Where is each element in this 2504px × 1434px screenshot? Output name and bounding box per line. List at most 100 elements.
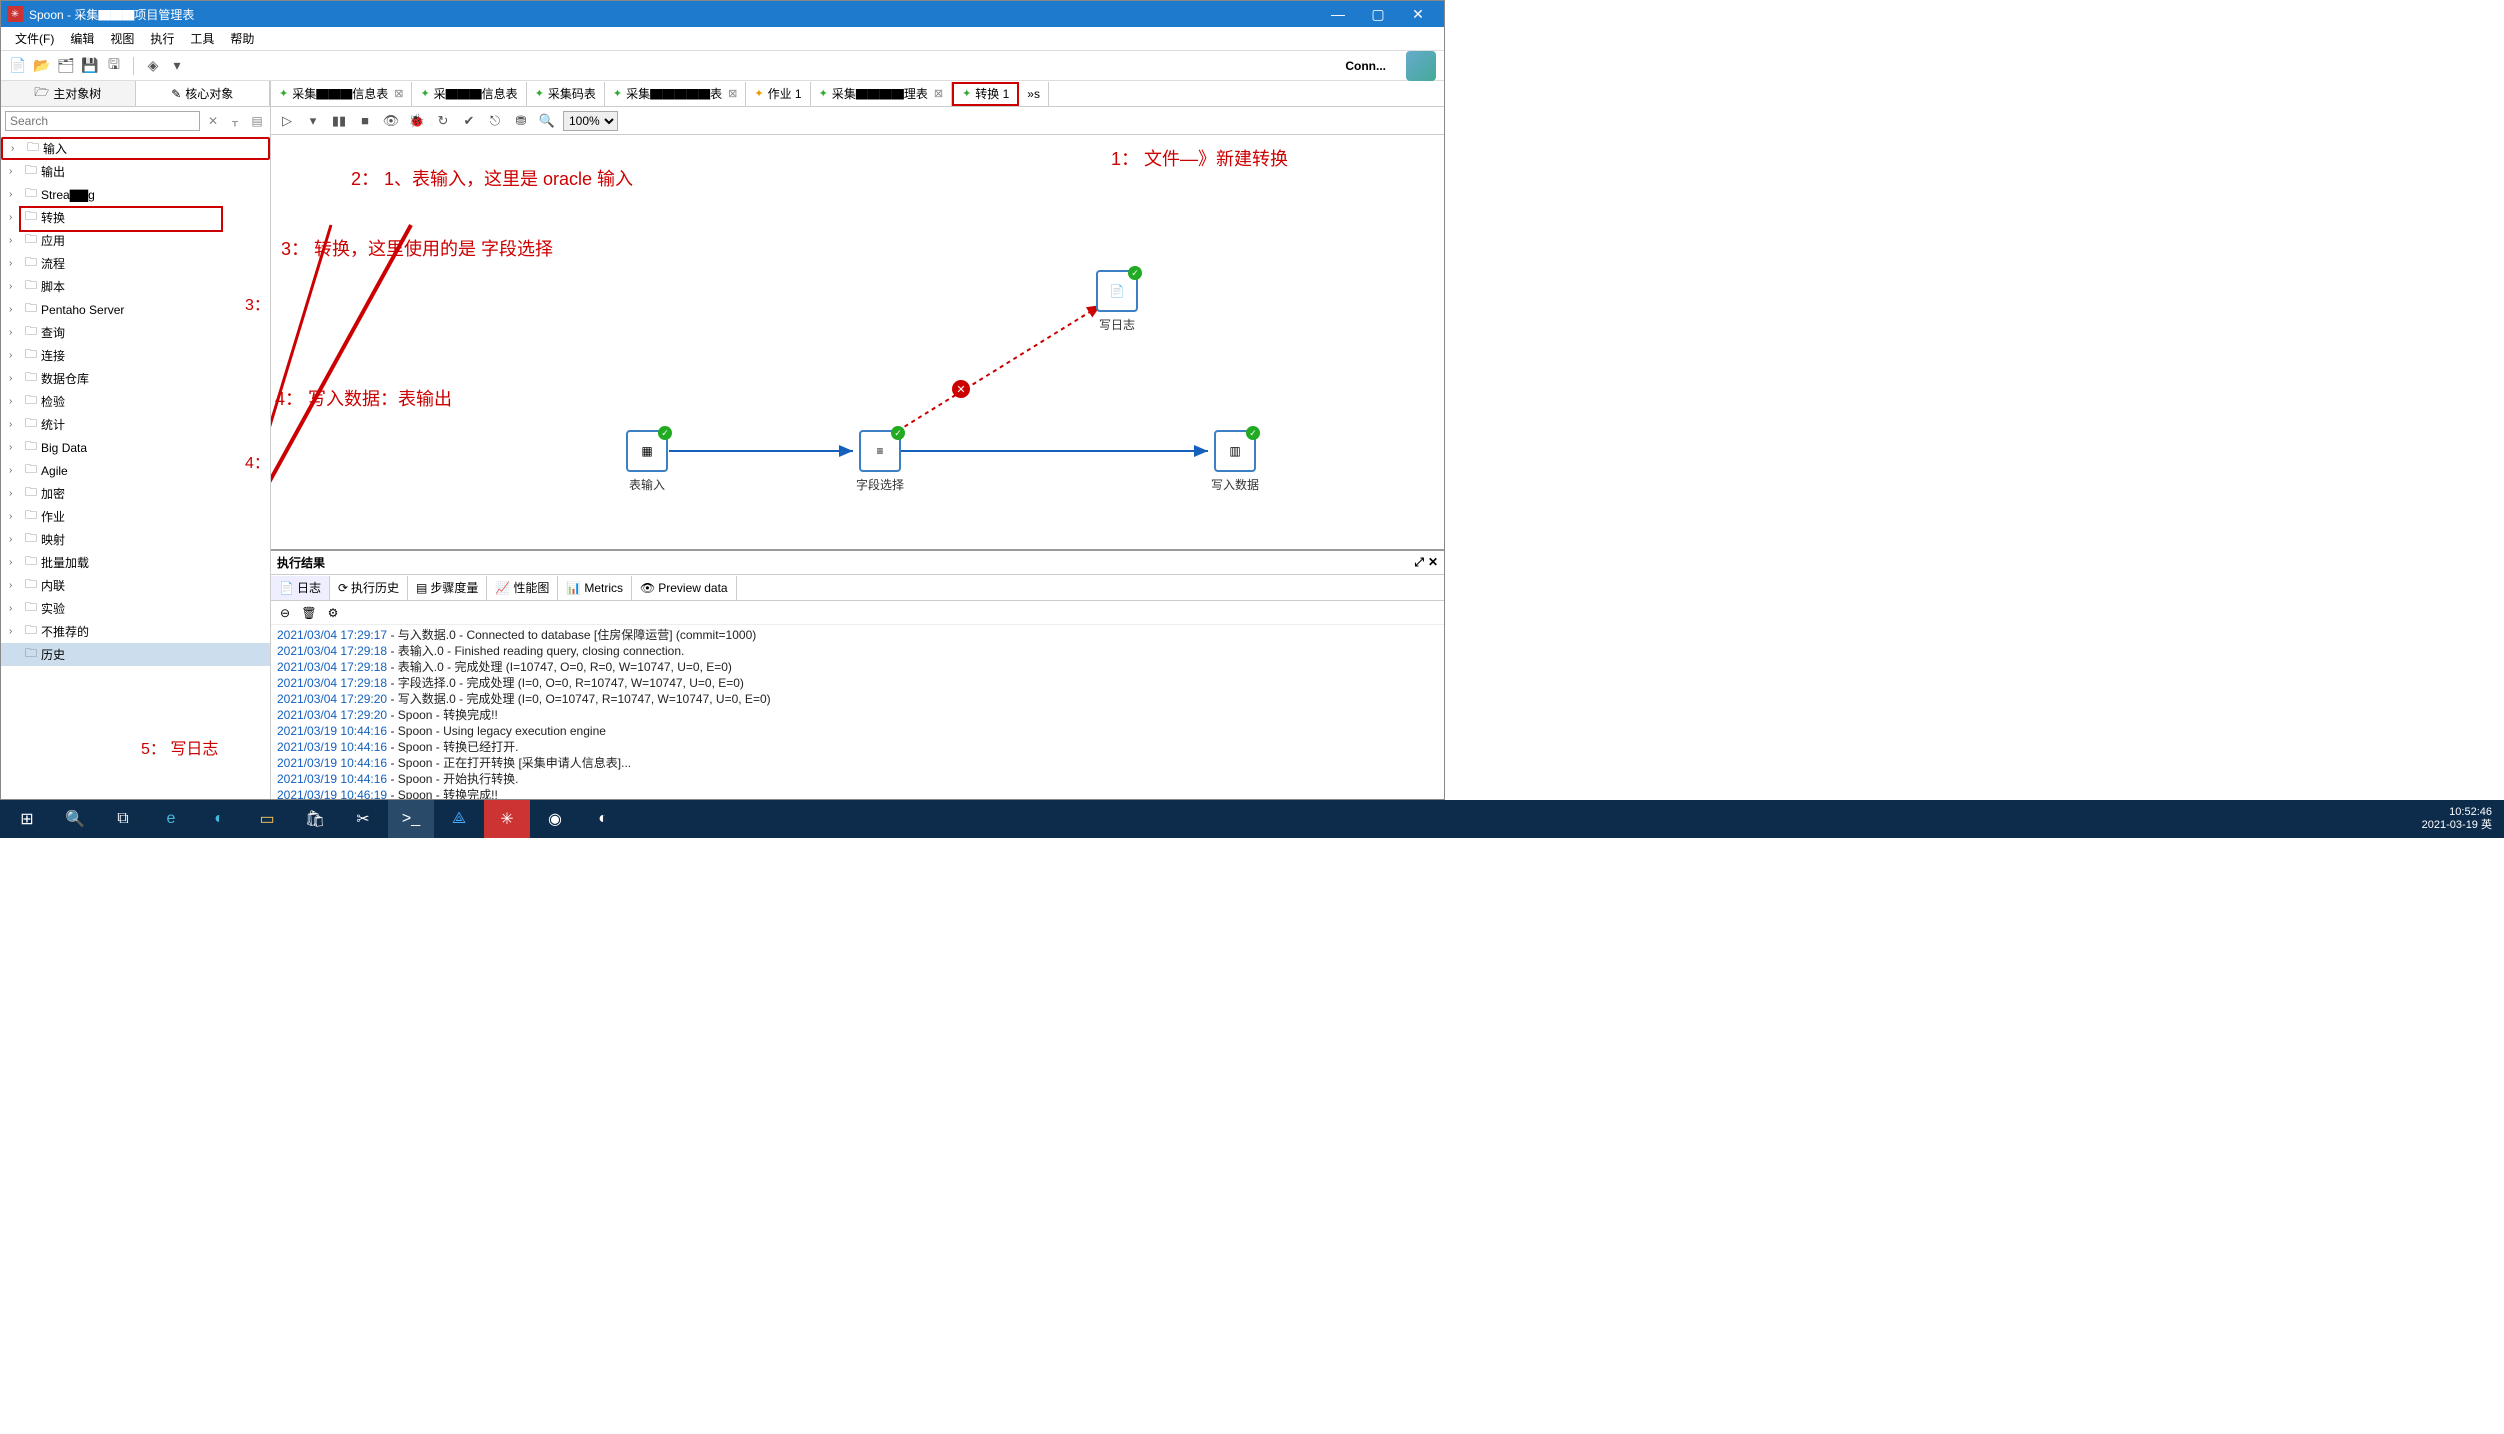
delete-log-icon[interactable]: 🗑 xyxy=(301,605,317,621)
menu-help[interactable]: 帮助 xyxy=(222,28,262,49)
menu-view[interactable]: 视图 xyxy=(102,28,142,49)
results-tab[interactable]: ▤步骤度量 xyxy=(408,576,487,600)
editor-tab[interactable]: ✦采集▇▇▇▇理表⊠ xyxy=(811,82,952,106)
chevron-icon[interactable]: › xyxy=(9,488,21,499)
chevron-icon[interactable]: › xyxy=(9,212,21,223)
chevron-icon[interactable]: › xyxy=(9,511,21,522)
editor-tab[interactable]: ✦作业 1 xyxy=(746,82,810,106)
close-tab-icon[interactable]: ⊠ xyxy=(728,87,737,100)
impact-icon[interactable]: ⎋ xyxy=(485,111,505,131)
terminal-icon[interactable]: >_ xyxy=(388,800,434,838)
step-table-input[interactable]: ▦✓ 表输入 xyxy=(626,430,668,493)
results-tab[interactable]: ⟳执行历史 xyxy=(330,576,408,600)
tab-main-tree[interactable]: 🗁主对象树 xyxy=(1,81,136,106)
menu-run[interactable]: 执行 xyxy=(142,28,182,49)
chevron-icon[interactable]: › xyxy=(11,143,23,154)
snip-icon[interactable]: ✂ xyxy=(340,800,386,838)
run-dropdown-icon[interactable]: ▾ xyxy=(303,111,323,131)
tree-item[interactable]: ›🗀内联 xyxy=(1,574,270,597)
debug-icon[interactable]: 🐞 xyxy=(407,111,427,131)
new-icon[interactable]: 📄 xyxy=(9,57,27,75)
run-icon[interactable]: ▷ xyxy=(277,111,297,131)
tree-item[interactable]: ›🗀实验 xyxy=(1,597,270,620)
chevron-icon[interactable]: › xyxy=(9,465,21,476)
tree-item[interactable]: ›🗀Agile xyxy=(1,459,270,482)
vscode-icon[interactable]: ⟁ xyxy=(436,800,482,838)
chrome-icon[interactable]: ◉ xyxy=(532,800,578,838)
menu-edit[interactable]: 编辑 xyxy=(62,28,102,49)
taskview-button[interactable]: ⧉ xyxy=(100,800,146,838)
tree-item[interactable]: ›🗀不推荐的 xyxy=(1,620,270,643)
system-tray[interactable]: 10:52:46 2021-03-19 英 xyxy=(2422,806,2500,832)
chevron-icon[interactable]: › xyxy=(9,281,21,292)
maximize-button[interactable]: ▢ xyxy=(1358,1,1398,27)
step-select-values[interactable]: ≡✓ 字段选择 xyxy=(856,430,904,493)
dropdown-icon[interactable]: ▾ xyxy=(168,57,186,75)
sql-icon[interactable]: ⛃ xyxy=(511,111,531,131)
tree-item[interactable]: ›🗀批量加载 xyxy=(1,551,270,574)
tree-item[interactable]: ›🗀脚本 xyxy=(1,275,270,298)
step-table-output[interactable]: ▥✓ 写入数据 xyxy=(1211,430,1259,493)
close-results-icon[interactable]: ✕ xyxy=(1428,555,1438,570)
explore-icon[interactable]: 🗂 xyxy=(57,57,75,75)
step-write-log[interactable]: 📄✓ 写日志 xyxy=(1096,270,1138,333)
expand-icon[interactable]: ᚁ xyxy=(226,112,244,130)
tree-item[interactable]: ›🗀作业 xyxy=(1,505,270,528)
minimize-button[interactable]: — xyxy=(1318,1,1358,27)
editor-tab[interactable]: ✦采集▇▇▇▇▇表⊠ xyxy=(605,82,746,106)
explore-db-icon[interactable]: 🔍 xyxy=(537,111,557,131)
store-icon[interactable]: 🛍 xyxy=(292,800,338,838)
replay-icon[interactable]: ↻ xyxy=(433,111,453,131)
tree-item[interactable]: ›🗀统计 xyxy=(1,413,270,436)
ie-icon[interactable]: e xyxy=(148,800,194,838)
editor-tab[interactable]: ✦采集▇▇▇信息表⊠ xyxy=(271,82,412,106)
results-tab[interactable]: 📈性能图 xyxy=(487,576,558,600)
results-tab[interactable]: 📄日志 xyxy=(271,576,330,600)
open-icon[interactable]: 📂 xyxy=(33,57,51,75)
chevron-icon[interactable]: › xyxy=(9,603,21,614)
chevron-icon[interactable]: › xyxy=(9,626,21,637)
menu-file[interactable]: 文件(F) xyxy=(7,28,62,49)
results-tab[interactable]: 📊Metrics xyxy=(558,576,632,600)
chevron-icon[interactable]: › xyxy=(9,304,21,315)
close-tab-icon[interactable]: ⊠ xyxy=(934,87,943,100)
editor-tab[interactable]: ✦采▇▇▇信息表 xyxy=(412,82,526,106)
tree-item[interactable]: ›🗀数据仓库 xyxy=(1,367,270,390)
object-tree[interactable]: ›🗀输入›🗀输出›🗀Strea▇▇g›🗀转换›🗀应用›🗀流程›🗀脚本›🗀Pent… xyxy=(1,135,270,799)
tree-item[interactable]: ›🗀Strea▇▇g xyxy=(1,183,270,206)
edge-icon[interactable]: ◐ xyxy=(196,800,242,838)
close-button[interactable]: ✕ xyxy=(1398,1,1438,27)
chevron-icon[interactable]: › xyxy=(9,442,21,453)
chevron-icon[interactable]: › xyxy=(9,166,21,177)
search-button[interactable]: 🔍 xyxy=(52,800,98,838)
editor-tab[interactable]: ✦采集码表 xyxy=(527,82,605,106)
save-icon[interactable]: 💾 xyxy=(81,57,99,75)
maximize-results-icon[interactable]: ⤢ xyxy=(1414,555,1424,570)
chevron-icon[interactable]: › xyxy=(9,419,21,430)
chevron-icon[interactable]: › xyxy=(9,557,21,568)
chevron-icon[interactable]: › xyxy=(9,327,21,338)
tree-item[interactable]: ›🗀输入 xyxy=(1,137,270,160)
other-icon[interactable]: ◐ xyxy=(580,800,626,838)
chevron-icon[interactable]: › xyxy=(9,235,21,246)
editor-tab[interactable]: ✦转换 1 xyxy=(952,82,1019,106)
tree-item[interactable]: ›🗀连接 xyxy=(1,344,270,367)
tree-item[interactable]: ›🗀Pentaho Server xyxy=(1,298,270,321)
chevron-icon[interactable]: › xyxy=(9,396,21,407)
chevron-icon[interactable]: › xyxy=(9,350,21,361)
perspective-icon[interactable]: ◈ xyxy=(144,57,162,75)
close-tab-icon[interactable]: ⊠ xyxy=(394,87,403,100)
preview-icon[interactable]: 👁 xyxy=(381,111,401,131)
collapse-icon[interactable]: ▤ xyxy=(248,112,266,130)
saveas-icon[interactable]: 🖫 xyxy=(105,57,123,75)
log-settings-icon[interactable]: ⚙ xyxy=(325,605,341,621)
clear-search-icon[interactable]: ✕ xyxy=(204,112,222,130)
chevron-icon[interactable]: › xyxy=(9,580,21,591)
chevron-icon[interactable]: › xyxy=(9,534,21,545)
connect-label[interactable]: Conn... xyxy=(1345,59,1394,73)
pause-icon[interactable]: ▮▮ xyxy=(329,111,349,131)
taskbar[interactable]: ⊞ 🔍 ⧉ e ◐ ▭ 🛍 ✂ >_ ⟁ ✳ ◉ ◐ 10:52:46 2021… xyxy=(0,800,2504,838)
tree-item[interactable]: ›🗀映射 xyxy=(1,528,270,551)
tree-item[interactable]: ›🗀转换 xyxy=(1,206,270,229)
tree-item[interactable]: ›🗀输出 xyxy=(1,160,270,183)
